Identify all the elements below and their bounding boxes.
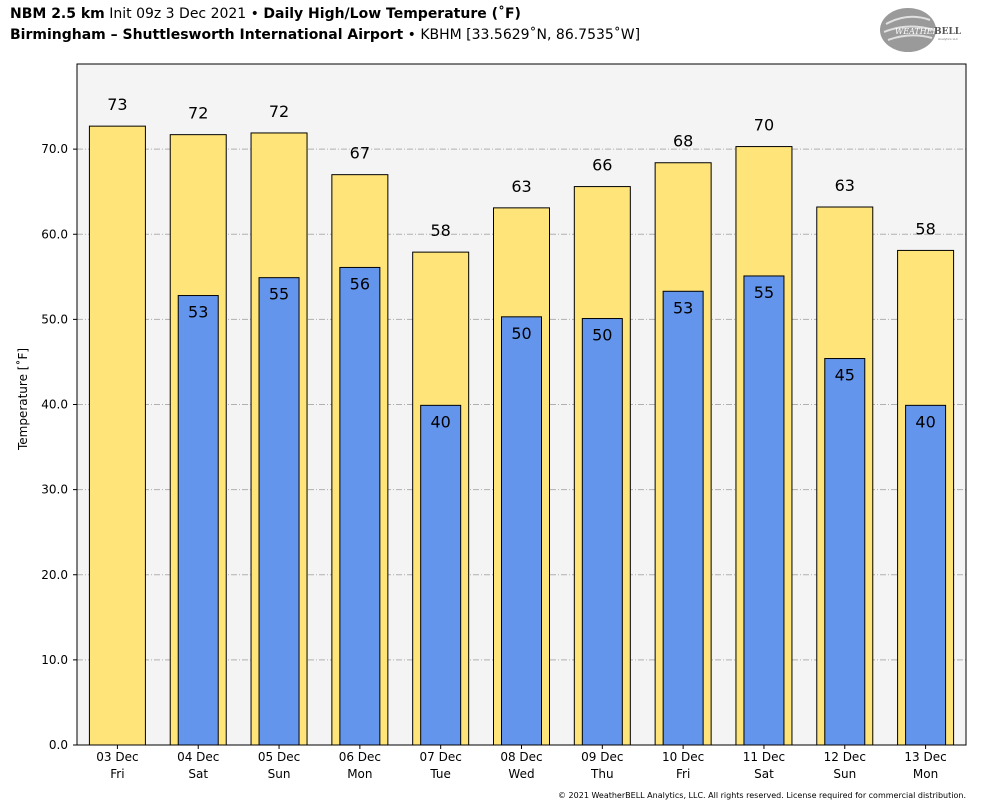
copyright-notice: © 2021 WeatherBELL Analytics, LLC. All r… bbox=[558, 791, 966, 800]
high-value-label: 58 bbox=[915, 219, 935, 238]
high-value-label: 63 bbox=[835, 176, 855, 195]
title-separator-2: • bbox=[407, 27, 416, 43]
x-tick-label-day: Sun bbox=[268, 767, 291, 781]
x-tick-label-day: Sat bbox=[188, 767, 208, 781]
model-name: NBM 2.5 km bbox=[10, 6, 105, 22]
low-bar bbox=[258, 277, 300, 746]
low-bar bbox=[905, 404, 947, 746]
y-tick-label: 40.0 bbox=[41, 398, 68, 412]
y-tick-label: 60.0 bbox=[41, 227, 68, 241]
x-tick-label-date: 04 Dec bbox=[177, 750, 219, 764]
high-value-label: 63 bbox=[511, 177, 531, 196]
x-tick-label-date: 07 Dec bbox=[420, 750, 462, 764]
low-bar bbox=[662, 290, 704, 746]
high-value-label: 67 bbox=[350, 144, 370, 163]
y-tick-label: 70.0 bbox=[41, 142, 68, 156]
plot-frame bbox=[76, 63, 967, 746]
x-tick-label-date: 13 Dec bbox=[904, 750, 946, 764]
low-bar bbox=[339, 266, 381, 746]
low-value-label: 55 bbox=[754, 283, 774, 302]
high-value-label: 72 bbox=[269, 102, 289, 121]
x-tick-label-date: 08 Dec bbox=[500, 750, 542, 764]
high-value-label: 58 bbox=[431, 221, 451, 240]
y-tick-label: 30.0 bbox=[41, 483, 68, 497]
title-separator: • bbox=[250, 6, 259, 22]
low-bar bbox=[501, 316, 542, 746]
low-value-label: 50 bbox=[592, 326, 612, 345]
chart-title-line1: NBM 2.5 km Init 09z 3 Dec 2021 • Daily H… bbox=[10, 6, 521, 22]
x-tick-label-date: 03 Dec bbox=[96, 750, 138, 764]
high-value-label: 72 bbox=[188, 104, 208, 123]
low-value-label: 40 bbox=[431, 412, 451, 431]
logo-text-sub: Analytics LLC bbox=[938, 37, 958, 41]
x-tick-label-date: 12 Dec bbox=[824, 750, 866, 764]
x-tick-label-day: Fri bbox=[110, 767, 124, 781]
high-value-label: 66 bbox=[592, 156, 612, 175]
weatherbell-logo: WEATHER BELL Analytics LLC bbox=[880, 8, 962, 52]
high-value-label: 68 bbox=[673, 132, 693, 151]
high-value-label: 73 bbox=[107, 95, 127, 114]
x-tick-label-date: 09 Dec bbox=[581, 750, 623, 764]
logo-globe bbox=[880, 8, 936, 52]
logo-text-weather: WEATHER bbox=[895, 27, 939, 36]
low-bar bbox=[743, 275, 785, 746]
y-tick-label: 10.0 bbox=[41, 653, 68, 667]
low-value-label: 55 bbox=[269, 285, 289, 304]
x-tick-label-day: Mon bbox=[347, 767, 372, 781]
location-name: Birmingham – Shuttlesworth International… bbox=[10, 27, 404, 43]
low-value-label: 45 bbox=[835, 366, 855, 385]
x-tick-label-date: 11 Dec bbox=[743, 750, 785, 764]
low-bars bbox=[177, 266, 947, 746]
y-tick-label: 0.0 bbox=[49, 738, 68, 752]
x-tick-label-date: 10 Dec bbox=[662, 750, 704, 764]
low-value-label: 56 bbox=[350, 274, 370, 293]
low-value-label: 53 bbox=[188, 303, 208, 322]
y-tick-label: 20.0 bbox=[41, 568, 68, 582]
x-tick-label-day: Wed bbox=[508, 767, 534, 781]
chart-title-line2: Birmingham – Shuttlesworth International… bbox=[10, 27, 640, 43]
init-time: Init 09z 3 Dec 2021 bbox=[109, 6, 247, 22]
x-tick-label-day: Sun bbox=[833, 767, 856, 781]
low-bar bbox=[581, 318, 623, 746]
y-axis-ticks: 0.0 10.0 20.0 30.0 40.0 50.0 60.0 70.0 bbox=[41, 142, 77, 752]
low-value-label: 40 bbox=[915, 412, 935, 431]
station-info: KBHM [33.5629˚N, 86.7535˚W] bbox=[420, 27, 641, 43]
x-tick-label-day: Mon bbox=[913, 767, 938, 781]
value-labels: 73 72 72 67 58 63 66 68 70 63 58 53 55 56 40 50 50 53 55 45… bbox=[107, 95, 936, 431]
x-tick-label-day: Tue bbox=[429, 767, 451, 781]
low-value-label: 50 bbox=[511, 324, 531, 343]
x-tick-label-day: Thu bbox=[590, 767, 614, 781]
x-tick-label-date: 06 Dec bbox=[339, 750, 381, 764]
high-bar bbox=[88, 125, 146, 746]
low-bar bbox=[420, 404, 462, 746]
low-bar bbox=[177, 295, 219, 746]
x-tick-label-day: Fri bbox=[676, 767, 690, 781]
x-tick-label-day: Sat bbox=[754, 767, 774, 781]
logo-text-bell: BELL bbox=[934, 27, 962, 37]
y-tick-label: 50.0 bbox=[41, 312, 68, 326]
high-value-label: 70 bbox=[754, 116, 774, 135]
product-name: Daily High/Low Temperature (˚F) bbox=[263, 6, 521, 22]
low-bar bbox=[824, 358, 866, 746]
x-axis-ticks: 03 Dec Fri 04 Dec Sat 05 Dec Sun 06 Dec Mon 07 D… bbox=[96, 745, 947, 781]
low-value-label: 53 bbox=[673, 298, 693, 317]
x-tick-label-date: 05 Dec bbox=[258, 750, 300, 764]
